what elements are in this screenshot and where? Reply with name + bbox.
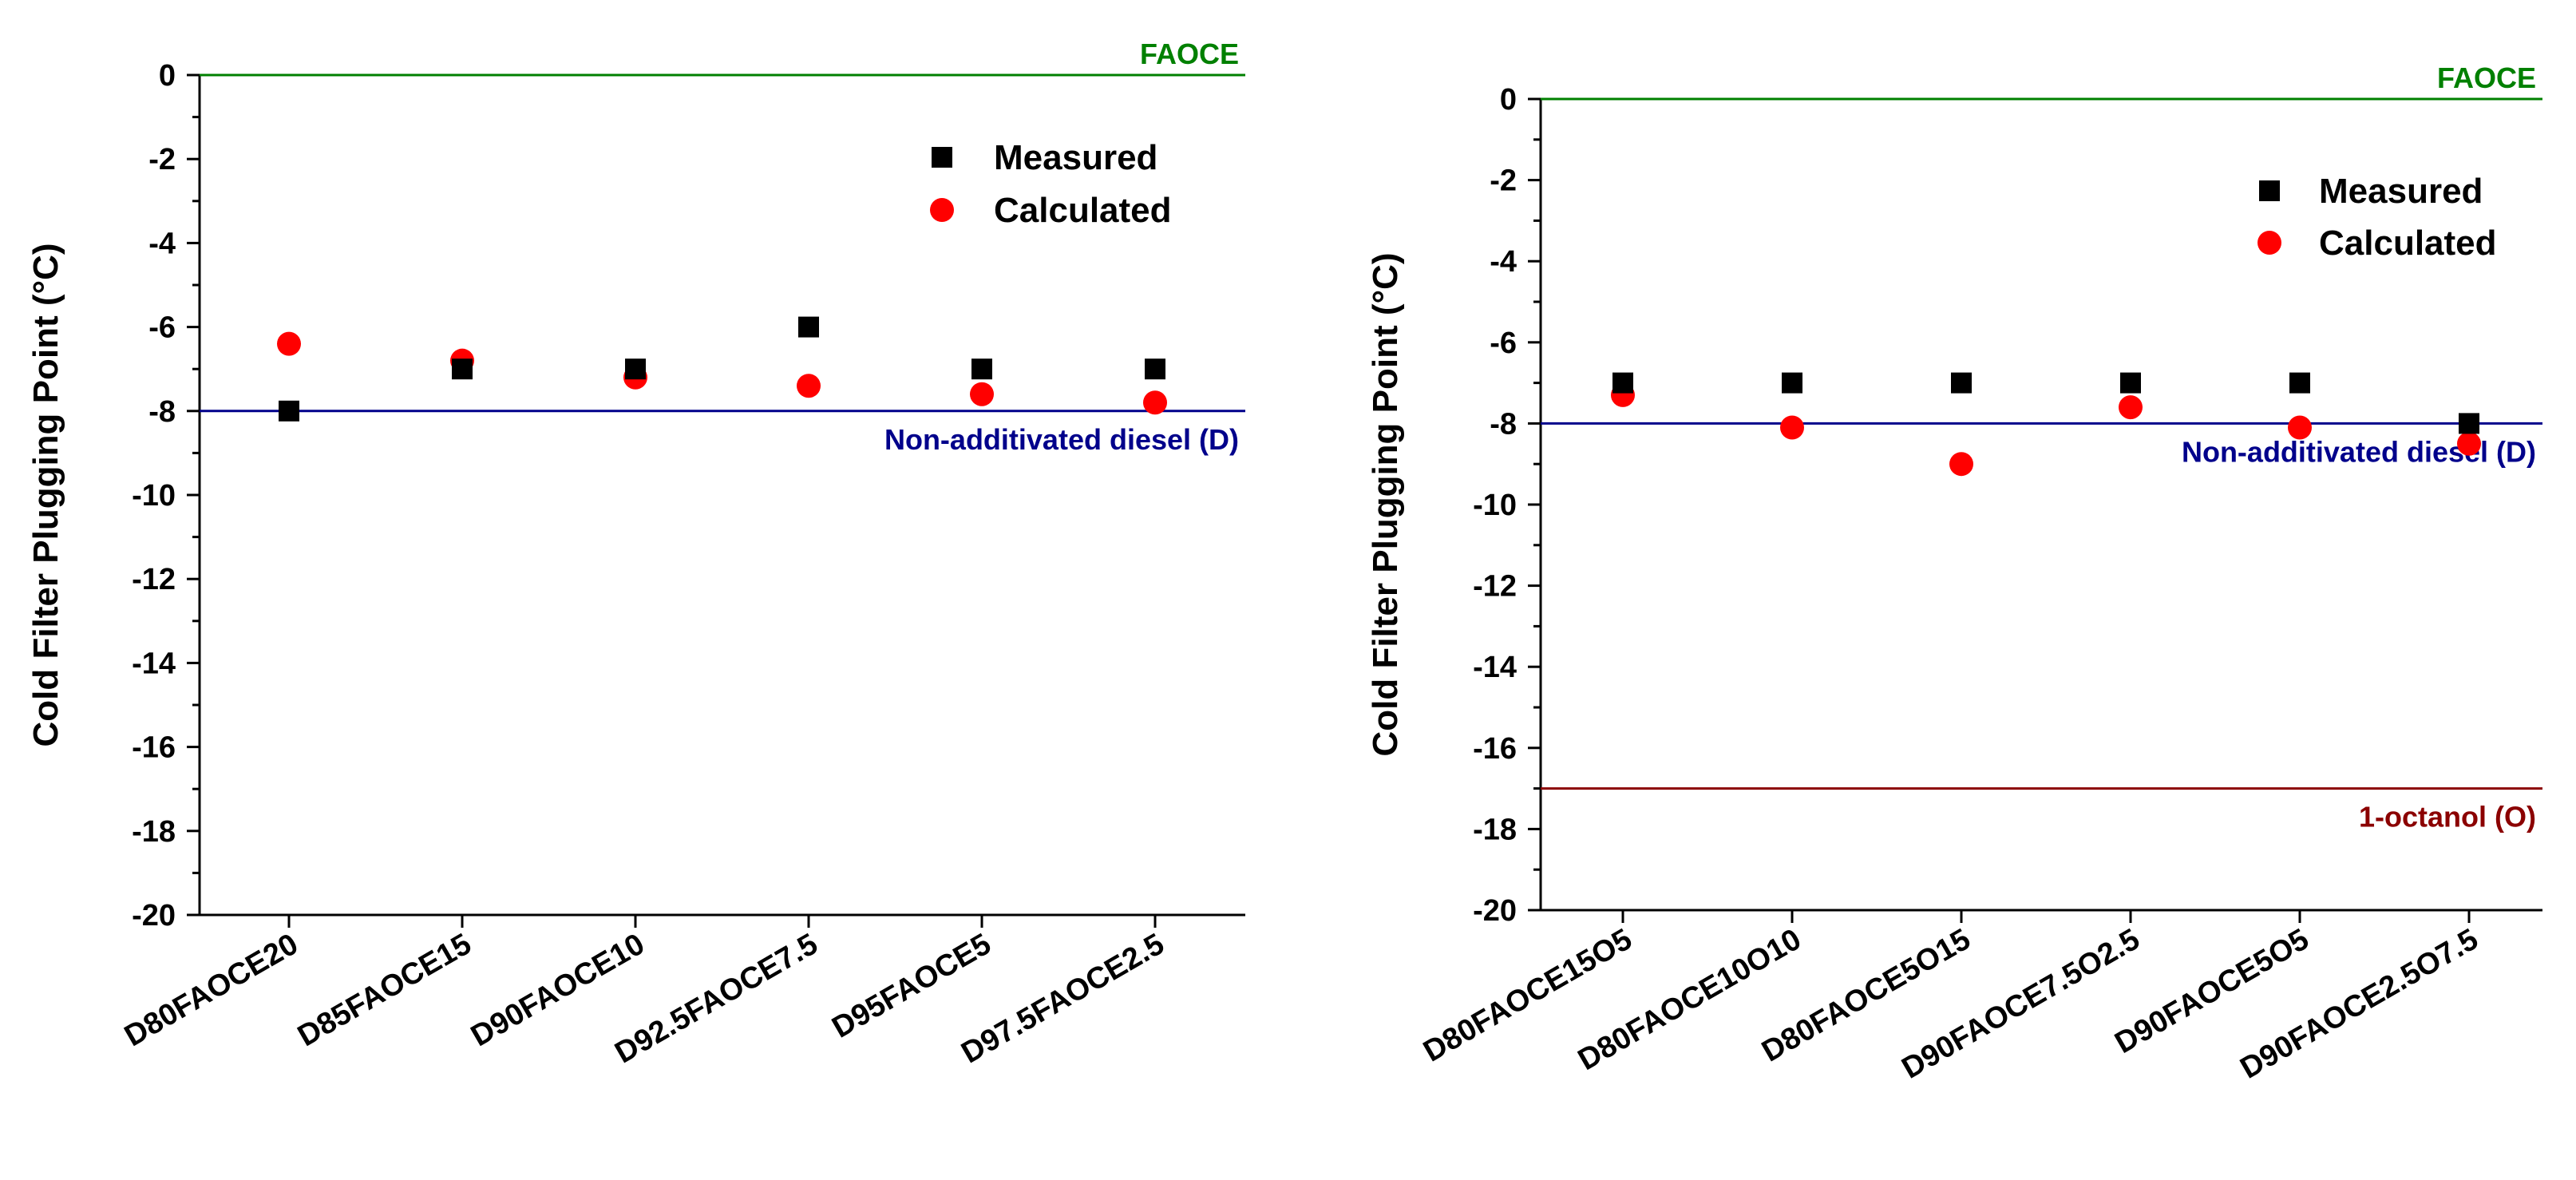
y-tick-label: -6	[1490, 327, 1517, 360]
y-tick-label: 0	[159, 59, 176, 93]
y-tick-label: -16	[132, 731, 176, 765]
calculated-point	[277, 331, 301, 356]
y-tick-label: -14	[1473, 651, 1517, 684]
y-tick-label: -4	[148, 227, 176, 260]
legend-calculated-marker	[2257, 231, 2281, 255]
reference-label-non-additivated-diesel-d: Non-additivated diesel (D)	[884, 423, 1239, 456]
calculated-point	[797, 374, 821, 398]
y-axis-title: Cold Filter Plugging Point (°C)	[1366, 252, 1405, 756]
measured-point	[1782, 372, 1802, 394]
y-tick-label: -6	[148, 311, 176, 345]
legend-label-measured: Measured	[994, 138, 1157, 177]
y-tick-label: -12	[132, 563, 176, 596]
y-tick-label: -10	[132, 479, 176, 513]
y-tick-label: -2	[1490, 164, 1517, 198]
x-tick-label-d85faoce15: D85FAOCE15	[292, 927, 477, 1053]
y-tick-label: -12	[1473, 570, 1517, 604]
y-tick-label: -2	[148, 143, 176, 176]
reference-label-non-additivated-diesel-d: Non-additivated diesel (D)	[2182, 435, 2536, 468]
calculated-point	[970, 382, 994, 406]
calculated-point	[2288, 415, 2312, 440]
y-tick-label: -8	[148, 395, 176, 429]
measured-point	[2459, 413, 2479, 434]
reference-label-1-octanol-o: 1-octanol (O)	[2359, 801, 2536, 834]
legend-label-calculated: Calculated	[994, 191, 1172, 230]
measured-point	[279, 400, 299, 422]
calculated-point	[1780, 415, 1804, 440]
measured-point	[1951, 372, 1972, 394]
calculated-point	[2119, 395, 2143, 420]
y-tick-label: -14	[132, 647, 176, 680]
legend: Measured Calculated	[2257, 172, 2497, 263]
measured-point	[452, 358, 473, 380]
y-tick-label: -18	[1473, 813, 1517, 846]
measured-point	[798, 316, 819, 338]
measured-point	[1612, 372, 1633, 394]
legend-label-measured: Measured	[2319, 172, 2483, 211]
calculated-point	[2457, 431, 2481, 456]
y-tick-label: -20	[1473, 894, 1517, 928]
y-tick-label: -4	[1490, 245, 1517, 279]
y-tick-label: -8	[1490, 407, 1517, 441]
y-tick-label: -16	[1473, 732, 1517, 766]
legend-measured-marker	[2259, 180, 2280, 201]
chart-panel-left: 0 -2 -4 -6 -8 -10 -12 -14 -16 -18 -20 Cold Filter P…	[26, 38, 1245, 1070]
measured-point	[625, 358, 646, 380]
calculated-point	[1143, 390, 1167, 415]
measured-point	[2289, 372, 2310, 394]
x-tick-label-d80faoce20: D80FAOCE20	[119, 927, 303, 1053]
y-axis-title: Cold Filter Plugging Point (°C)	[26, 243, 65, 746]
y-tick-label: -20	[132, 899, 176, 933]
reference-label-faoce: FAOCE	[2437, 61, 2536, 94]
chart-panel-right: 0 -2 -4 -6 -8 -10 -12 -14 -16 -18 -20 Cold Filter P…	[1366, 61, 2542, 1086]
y-tick-label: -18	[132, 815, 176, 849]
measured-point	[2120, 372, 2141, 394]
y-tick-label: -10	[1473, 489, 1517, 522]
reference-label-faoce: FAOCE	[1140, 38, 1239, 70]
legend-measured-marker	[932, 147, 952, 168]
x-tick-label-d95faoce5: D95FAOCE5	[826, 927, 996, 1044]
measured-point	[971, 358, 992, 380]
measured-point	[1145, 358, 1165, 380]
calculated-point	[1949, 452, 1973, 477]
legend: Measured Calculated	[930, 138, 1172, 230]
legend-calculated-marker	[930, 198, 954, 222]
legend-label-calculated: Calculated	[2319, 224, 2497, 263]
y-tick-label: 0	[1500, 83, 1517, 117]
